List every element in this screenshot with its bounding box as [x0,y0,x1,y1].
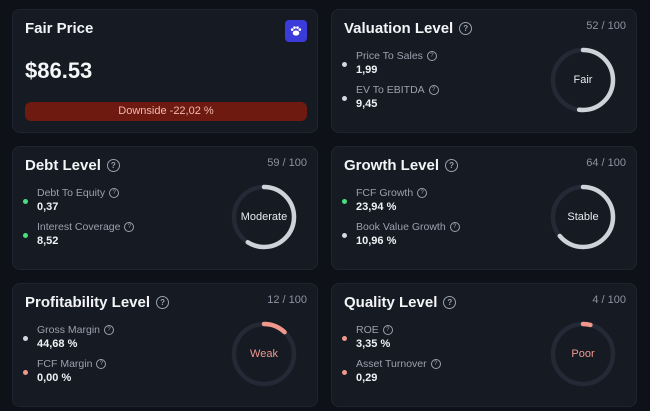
metric-label: Asset Turnover [356,358,427,370]
help-icon[interactable]: ? [426,51,437,61]
help-icon[interactable]: ? [156,296,170,309]
gauge-arc [550,321,616,387]
quality-card: Quality Level ? 4 / 100 ROE? 3,35 % Asse… [331,283,637,407]
help-icon[interactable]: ? [428,85,439,95]
profitability-title: Profitability Level [25,294,151,311]
profitability-card: Profitability Level ? 12 / 100 Gross Mar… [12,283,318,407]
valuation-gauge: Fair [550,47,616,113]
metric-asset-turnover: Asset Turnover? 0,29 [342,358,441,392]
help-icon[interactable]: ? [96,359,107,369]
gauge-arc [231,184,297,250]
quality-gauge: Poor [550,321,616,387]
growth-metrics: FCF Growth? 23,94 % Book Value Growth? 1… [342,187,460,255]
metric-label: ROE [356,324,379,336]
gauge-label: Moderate [240,211,288,223]
gauge-arc [550,47,616,113]
growth-score: 64 / 100 [586,157,626,169]
fair-price-value: $86.53 [25,58,93,83]
status-dot [342,96,347,101]
metric-fcf-growth: FCF Growth? 23,94 % [342,187,460,221]
growth-gauge: Stable [550,184,616,250]
fair-price-title: Fair Price [25,20,94,37]
help-icon[interactable]: ? [106,159,120,172]
metric-label: Price To Sales [356,50,423,62]
metric-label: FCF Growth [356,187,414,199]
help-icon[interactable]: ? [417,188,428,198]
debt-card: Debt Level ? 59 / 100 Debt To Equity? 0,… [12,146,318,270]
debt-score: 59 / 100 [267,157,307,169]
help-icon[interactable]: ? [443,296,457,309]
metric-label: EV To EBITDA [356,84,425,96]
profitability-gauge: Weak [231,321,297,387]
fair-price-card: Fair Price $86.53 Downside -22,02 % [12,9,318,133]
status-dot [23,336,28,341]
help-icon[interactable]: ? [449,222,460,232]
help-icon[interactable]: ? [124,222,135,232]
help-icon[interactable]: ? [459,22,473,35]
gauge-label: Fair [573,74,593,86]
metric-value: 9,45 [356,98,378,110]
metric-label: FCF Margin [37,358,93,370]
help-icon[interactable]: ? [430,359,441,369]
status-dot [342,336,347,341]
metric-debt-to-equity: Debt To Equity? 0,37 [23,187,134,221]
metric-label: Gross Margin [37,324,101,336]
gauge-arc [550,184,616,250]
metric-value: 0,00 % [37,372,72,384]
gauge-label: Poor [571,348,595,360]
metric-label: Interest Coverage [37,221,121,233]
metric-book-value-growth: Book Value Growth? 10,96 % [342,221,460,255]
help-icon[interactable]: ? [445,159,459,172]
metric-value: 0,37 [37,201,59,213]
help-icon[interactable]: ? [104,325,115,335]
profitability-metrics: Gross Margin? 44,68 % FCF Margin? 0,00 % [23,324,115,392]
metric-gross-margin: Gross Margin? 44,68 % [23,324,115,358]
status-dot [23,199,28,204]
metric-value: 23,94 % [356,201,397,213]
status-dot [342,62,347,67]
help-icon[interactable]: ? [382,325,393,335]
gauge-arc [231,321,297,387]
status-dot [342,370,347,375]
debt-title: Debt Level [25,157,101,174]
valuation-metrics: Price To Sales? 1,99 EV To EBITDA? 9,45 [342,50,439,118]
profitability-score: 12 / 100 [267,294,307,306]
valuation-title: Valuation Level [344,20,454,37]
debt-gauge: Moderate [231,184,297,250]
metric-interest-coverage: Interest Coverage? 8,52 [23,221,135,255]
metric-value: 3,35 % [356,338,391,350]
help-icon[interactable]: ? [109,188,120,198]
downside-badge: Downside -22,02 % [25,102,307,121]
metric-value: 10,96 % [356,235,397,247]
metric-ev-to-ebitda: EV To EBITDA? 9,45 [342,84,439,118]
quality-title: Quality Level [344,294,438,311]
metric-value: 44,68 % [37,338,78,350]
metric-roe: ROE? 3,35 % [342,324,441,358]
metric-value: 0,29 [356,372,378,384]
quality-score: 4 / 100 [592,294,626,306]
quality-metrics: ROE? 3,35 % Asset Turnover? 0,29 [342,324,441,392]
status-dot [23,233,28,238]
metric-fcf-margin: FCF Margin? 0,00 % [23,358,114,392]
growth-card: Growth Level ? 64 / 100 FCF Growth? 23,9… [331,146,637,270]
metric-value: 8,52 [37,235,59,247]
valuation-card: Valuation Level ? 52 / 100 Price To Sale… [331,9,637,133]
debt-metrics: Debt To Equity? 0,37 Interest Coverage? … [23,187,135,255]
gauge-label: Stable [567,211,599,223]
status-dot [342,233,347,238]
paw-icon[interactable] [285,20,307,42]
status-dot [23,370,28,375]
metric-label: Book Value Growth [356,221,446,233]
metric-price-to-sales: Price To Sales? 1,99 [342,50,439,84]
gauge-label: Weak [250,348,278,360]
metric-value: 1,99 [356,64,378,76]
metric-label: Debt To Equity [37,187,106,199]
status-dot [342,199,347,204]
growth-title: Growth Level [344,157,440,174]
valuation-score: 52 / 100 [586,20,626,32]
